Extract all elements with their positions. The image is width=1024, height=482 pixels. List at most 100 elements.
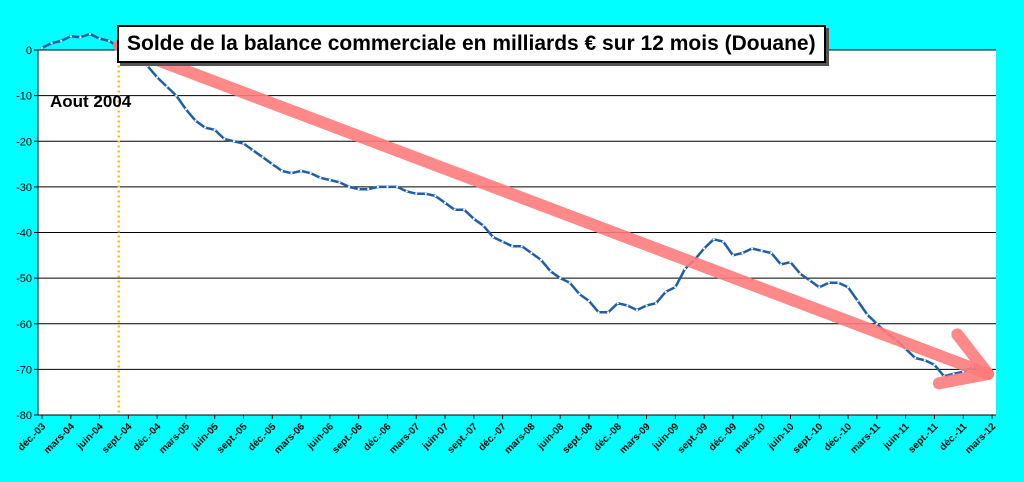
data-point (491, 235, 495, 239)
y-tick-label: -80 (16, 410, 32, 422)
x-tick-label: mars-05 (157, 421, 192, 456)
data-point (597, 311, 600, 314)
y-tick-label: -70 (16, 364, 32, 376)
data-point (616, 302, 619, 305)
data-point (559, 277, 562, 280)
data-point (722, 240, 725, 243)
y-tick-label: -30 (16, 182, 32, 194)
data-point (760, 249, 763, 252)
x-tick-label: sept.-04 (100, 421, 135, 456)
data-point (770, 251, 773, 255)
data-point (98, 37, 101, 40)
data-point (827, 281, 830, 284)
data-point (914, 356, 917, 360)
y-tick-label: -10 (16, 91, 32, 103)
y-tick-label: 0 (26, 45, 32, 57)
data-point (530, 251, 533, 255)
x-tick-label: sept.-09 (676, 421, 711, 456)
data-point (60, 39, 63, 42)
data-point (607, 311, 610, 314)
data-point (875, 322, 878, 325)
y-tick-label: -60 (16, 319, 32, 331)
data-point (856, 299, 859, 303)
data-point (741, 251, 744, 255)
data-point (357, 188, 360, 191)
data-point (789, 261, 792, 264)
data-point (463, 208, 466, 211)
data-point (386, 185, 389, 188)
trend-arrow-head-lower (951, 328, 994, 380)
x-tick-label: mars-06 (272, 421, 307, 456)
data-point (405, 190, 408, 193)
data-point (520, 245, 523, 248)
data-point (798, 272, 802, 275)
data-point (309, 172, 312, 175)
data-point (252, 149, 255, 152)
data-point (415, 192, 418, 195)
data-point (751, 247, 754, 250)
x-tick-label: sept.-07 (445, 421, 480, 456)
data-point (655, 302, 658, 305)
axes (34, 49, 996, 419)
x-tick-label: sept.-10 (791, 421, 826, 456)
data-point (472, 217, 475, 220)
data-point (40, 46, 44, 49)
x-tick-label: mars-09 (618, 421, 653, 456)
data-point (424, 192, 427, 195)
data-point (213, 128, 216, 131)
data-point (146, 64, 149, 68)
data-point (271, 162, 274, 166)
x-tick-label: mars-04 (42, 421, 77, 456)
data-point (866, 313, 869, 316)
data-point (626, 304, 629, 307)
data-point (434, 194, 437, 198)
x-tick-label: mars-10 (733, 421, 768, 456)
data-point (395, 185, 399, 188)
data-point (683, 267, 687, 271)
x-tick-label: mars-08 (503, 421, 538, 456)
data-point (79, 36, 82, 39)
x-tick-label: sept.-06 (330, 421, 365, 456)
x-tick-label: mars-07 (387, 421, 422, 456)
data-point (290, 172, 293, 175)
data-point (587, 299, 591, 303)
x-tick-label: sept.-11 (906, 421, 940, 455)
data-point (232, 140, 236, 143)
y-tick-labels: 0 -10 -20 -30 -40 -50 -60 -70 -80 (16, 45, 32, 422)
data-point (539, 258, 543, 261)
data-point (376, 185, 379, 188)
data-point (674, 286, 677, 289)
data-point (482, 224, 485, 227)
data-point (194, 119, 197, 122)
x-tick-label: mars-12 (963, 421, 998, 456)
data-point (511, 245, 514, 248)
data-point (328, 178, 331, 182)
data-point (568, 281, 571, 284)
y-tick-label: -50 (16, 273, 32, 285)
data-point (156, 76, 159, 79)
data-point (645, 304, 648, 307)
data-point (261, 156, 264, 159)
series-line (41, 32, 993, 378)
data-point (501, 240, 504, 243)
y-tick-label: -40 (16, 228, 32, 240)
data-point (818, 286, 821, 289)
data-point (779, 263, 782, 266)
data-point (50, 42, 53, 45)
trend-arrow (112, 39, 994, 390)
data-point (184, 108, 188, 111)
y-tick-label: -20 (16, 136, 32, 148)
chart-title: Solde de la balance commerciale en milli… (117, 25, 826, 63)
data-point (69, 35, 72, 38)
data-point (319, 176, 322, 179)
trend-arrow-head-upper (932, 367, 994, 390)
data-point (338, 181, 341, 184)
data-point (175, 94, 178, 97)
data-point (165, 85, 168, 88)
x-tick-label: mars-11 (848, 421, 883, 456)
data-point (223, 137, 226, 141)
trend-arrow-shaft (112, 39, 994, 380)
data-point (837, 281, 840, 284)
data-point (242, 142, 245, 145)
